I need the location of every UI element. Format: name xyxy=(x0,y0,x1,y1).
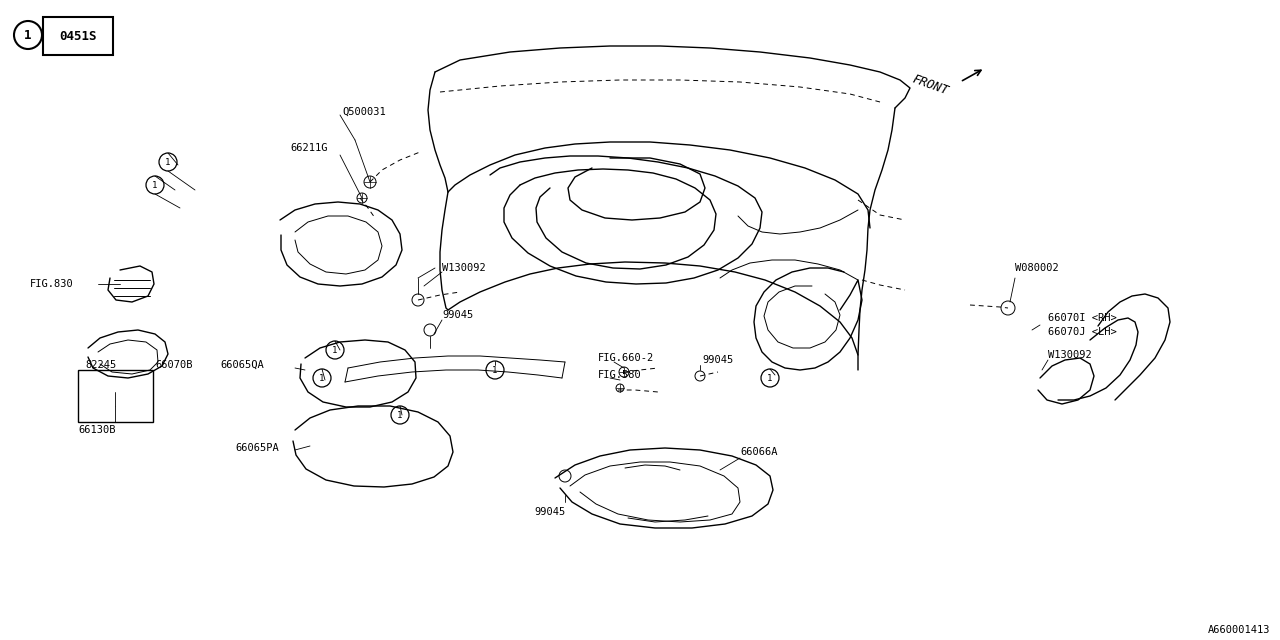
Text: W130092: W130092 xyxy=(442,263,485,273)
Text: 66065PA: 66065PA xyxy=(236,443,279,453)
Text: 1: 1 xyxy=(24,29,32,42)
Text: 1: 1 xyxy=(767,374,773,383)
Text: 66211G: 66211G xyxy=(291,143,328,153)
Text: Q500031: Q500031 xyxy=(342,107,385,117)
Text: 66070I <RH>: 66070I <RH> xyxy=(1048,313,1116,323)
Text: 99045: 99045 xyxy=(534,507,566,517)
Text: 1: 1 xyxy=(333,346,338,355)
Text: W130092: W130092 xyxy=(1048,350,1092,360)
Text: FIG.660-2: FIG.660-2 xyxy=(598,353,654,363)
Text: FRONT: FRONT xyxy=(910,72,950,97)
Text: 1: 1 xyxy=(319,374,325,383)
Text: 66070B: 66070B xyxy=(155,360,192,370)
Text: 66070J <LH>: 66070J <LH> xyxy=(1048,327,1116,337)
Text: 99045: 99045 xyxy=(701,355,733,365)
Text: 66130B: 66130B xyxy=(78,425,115,435)
Text: W080002: W080002 xyxy=(1015,263,1059,273)
Text: A660001413: A660001413 xyxy=(1207,625,1270,635)
Text: 1: 1 xyxy=(165,157,170,166)
Text: 1: 1 xyxy=(397,410,403,419)
Bar xyxy=(78,370,154,422)
Text: 0451S: 0451S xyxy=(59,29,97,42)
Text: 1: 1 xyxy=(152,180,157,189)
Text: 66065QA: 66065QA xyxy=(220,360,264,370)
Bar xyxy=(44,17,113,55)
Text: 99045: 99045 xyxy=(442,310,474,320)
Text: FIG.580: FIG.580 xyxy=(598,370,641,380)
Text: FIG.830: FIG.830 xyxy=(29,279,74,289)
Text: 1: 1 xyxy=(493,365,498,374)
Text: 82245: 82245 xyxy=(84,360,116,370)
Text: 66066A: 66066A xyxy=(740,447,777,457)
